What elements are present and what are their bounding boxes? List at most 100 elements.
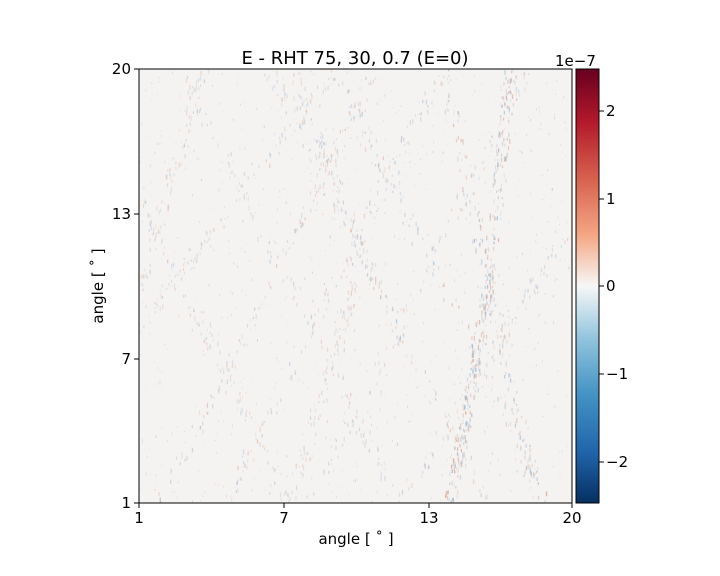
heatmap-speckle <box>430 497 432 500</box>
heatmap-stripe <box>181 146 184 149</box>
heatmap-speckle <box>370 272 371 274</box>
heatmap-speckle <box>220 411 222 413</box>
heatmap-speckle <box>449 416 451 418</box>
heatmap-speckle <box>142 275 144 277</box>
heatmap-speckle <box>410 218 412 220</box>
heatmap-speckle <box>177 237 179 239</box>
heatmap-stripe <box>472 192 474 196</box>
heatmap-stripe <box>377 351 379 356</box>
heatmap-speckle <box>417 152 419 156</box>
heatmap-stripe <box>377 446 379 450</box>
heatmap-stripe <box>361 241 363 246</box>
heatmap-speckle <box>395 112 397 115</box>
heatmap-stripe <box>323 153 325 158</box>
heatmap-stripe <box>459 169 461 173</box>
heatmap-speckle <box>534 467 536 470</box>
heatmap-stripe <box>250 212 252 217</box>
heatmap-speckle <box>508 331 510 334</box>
heatmap-stripe <box>385 178 387 183</box>
heatmap-stripe <box>235 199 238 202</box>
heatmap-speckle <box>145 137 147 139</box>
heatmap-stripe <box>306 98 308 101</box>
heatmap-stripe <box>472 365 474 371</box>
heatmap-stripe <box>501 323 503 328</box>
heatmap-stripe <box>341 315 344 319</box>
heatmap-stripe <box>267 460 269 465</box>
heatmap-stripe <box>272 466 274 469</box>
heatmap-stripe <box>535 284 537 288</box>
heatmap-speckle <box>292 158 293 161</box>
heatmap-speckle <box>555 92 557 96</box>
heatmap-stripe <box>486 334 488 339</box>
heatmap-stripe <box>497 152 499 156</box>
heatmap-stripe <box>477 388 479 393</box>
heatmap-stripe <box>161 238 163 241</box>
heatmap-stripe <box>361 131 364 134</box>
heatmap-speckle <box>274 86 276 88</box>
heatmap-stripe <box>285 111 287 115</box>
heatmap-stripe <box>492 285 494 288</box>
heatmap-speckle <box>315 208 317 211</box>
heatmap-speckle <box>544 293 546 295</box>
heatmap-stripe <box>486 362 488 368</box>
y-axis-label: angle [ ˚ ] <box>89 248 107 323</box>
heatmap-stripe <box>217 341 219 347</box>
heatmap-speckle <box>310 457 311 460</box>
heatmap-speckle <box>501 210 503 212</box>
heatmap-stripe <box>269 153 272 157</box>
heatmap-speckle <box>504 128 506 131</box>
heatmap-stripe <box>261 435 263 438</box>
heatmap-stripe <box>507 119 510 124</box>
heatmap-speckle <box>319 152 321 155</box>
heatmap-stripe <box>504 402 507 406</box>
heatmap-stripe <box>458 416 460 421</box>
heatmap-stripe <box>193 87 195 92</box>
heatmap-stripe <box>288 247 291 250</box>
heatmap-stripe <box>428 464 430 470</box>
heatmap-stripe <box>546 491 548 497</box>
heatmap-stripe <box>303 450 305 456</box>
heatmap-stripe <box>504 404 506 410</box>
heatmap-stripe <box>201 310 203 314</box>
heatmap-stripe <box>408 224 410 228</box>
heatmap-stripe <box>281 97 283 102</box>
heatmap-speckle <box>482 485 484 489</box>
heatmap-stripe <box>403 143 406 147</box>
heatmap-speckle <box>371 238 373 240</box>
heatmap-stripe <box>398 342 400 347</box>
heatmap-speckle <box>390 323 392 326</box>
heatmap-speckle <box>410 167 412 169</box>
heatmap-stripe <box>326 358 328 362</box>
heatmap-speckle <box>176 426 178 428</box>
heatmap-stripe <box>537 482 539 485</box>
heatmap-speckle <box>369 199 371 203</box>
chart-title: E - RHT 75, 30, 0.7 (E=0) <box>241 48 468 69</box>
heatmap-speckle <box>372 91 374 94</box>
heatmap-speckle <box>474 480 476 484</box>
heatmap-speckle <box>349 306 351 309</box>
heatmap-stripe <box>243 449 245 455</box>
heatmap-stripe <box>223 205 226 209</box>
heatmap-stripe <box>270 285 272 290</box>
heatmap-speckle <box>381 445 383 448</box>
heatmap-stripe <box>378 281 381 286</box>
heatmap-stripe <box>500 335 502 339</box>
heatmap-stripe <box>350 230 352 233</box>
heatmap-speckle <box>564 121 566 124</box>
heatmap-speckle <box>277 109 279 111</box>
heatmap-stripe <box>433 89 436 93</box>
heatmap-speckle <box>196 156 198 160</box>
heatmap-stripe <box>530 472 532 477</box>
heatmap-speckle <box>157 142 159 145</box>
heatmap-speckle <box>249 319 251 322</box>
heatmap-stripe <box>335 138 337 141</box>
heatmap-stripe <box>359 108 361 114</box>
heatmap-speckle <box>568 266 570 270</box>
heatmap-speckle <box>334 438 336 441</box>
heatmap-stripe <box>206 342 208 346</box>
heatmap-speckle <box>472 93 474 96</box>
heatmap-speckle <box>432 151 434 153</box>
heatmap-stripe <box>326 159 328 163</box>
heatmap-stripe <box>307 101 309 106</box>
heatmap-stripe <box>412 213 414 218</box>
